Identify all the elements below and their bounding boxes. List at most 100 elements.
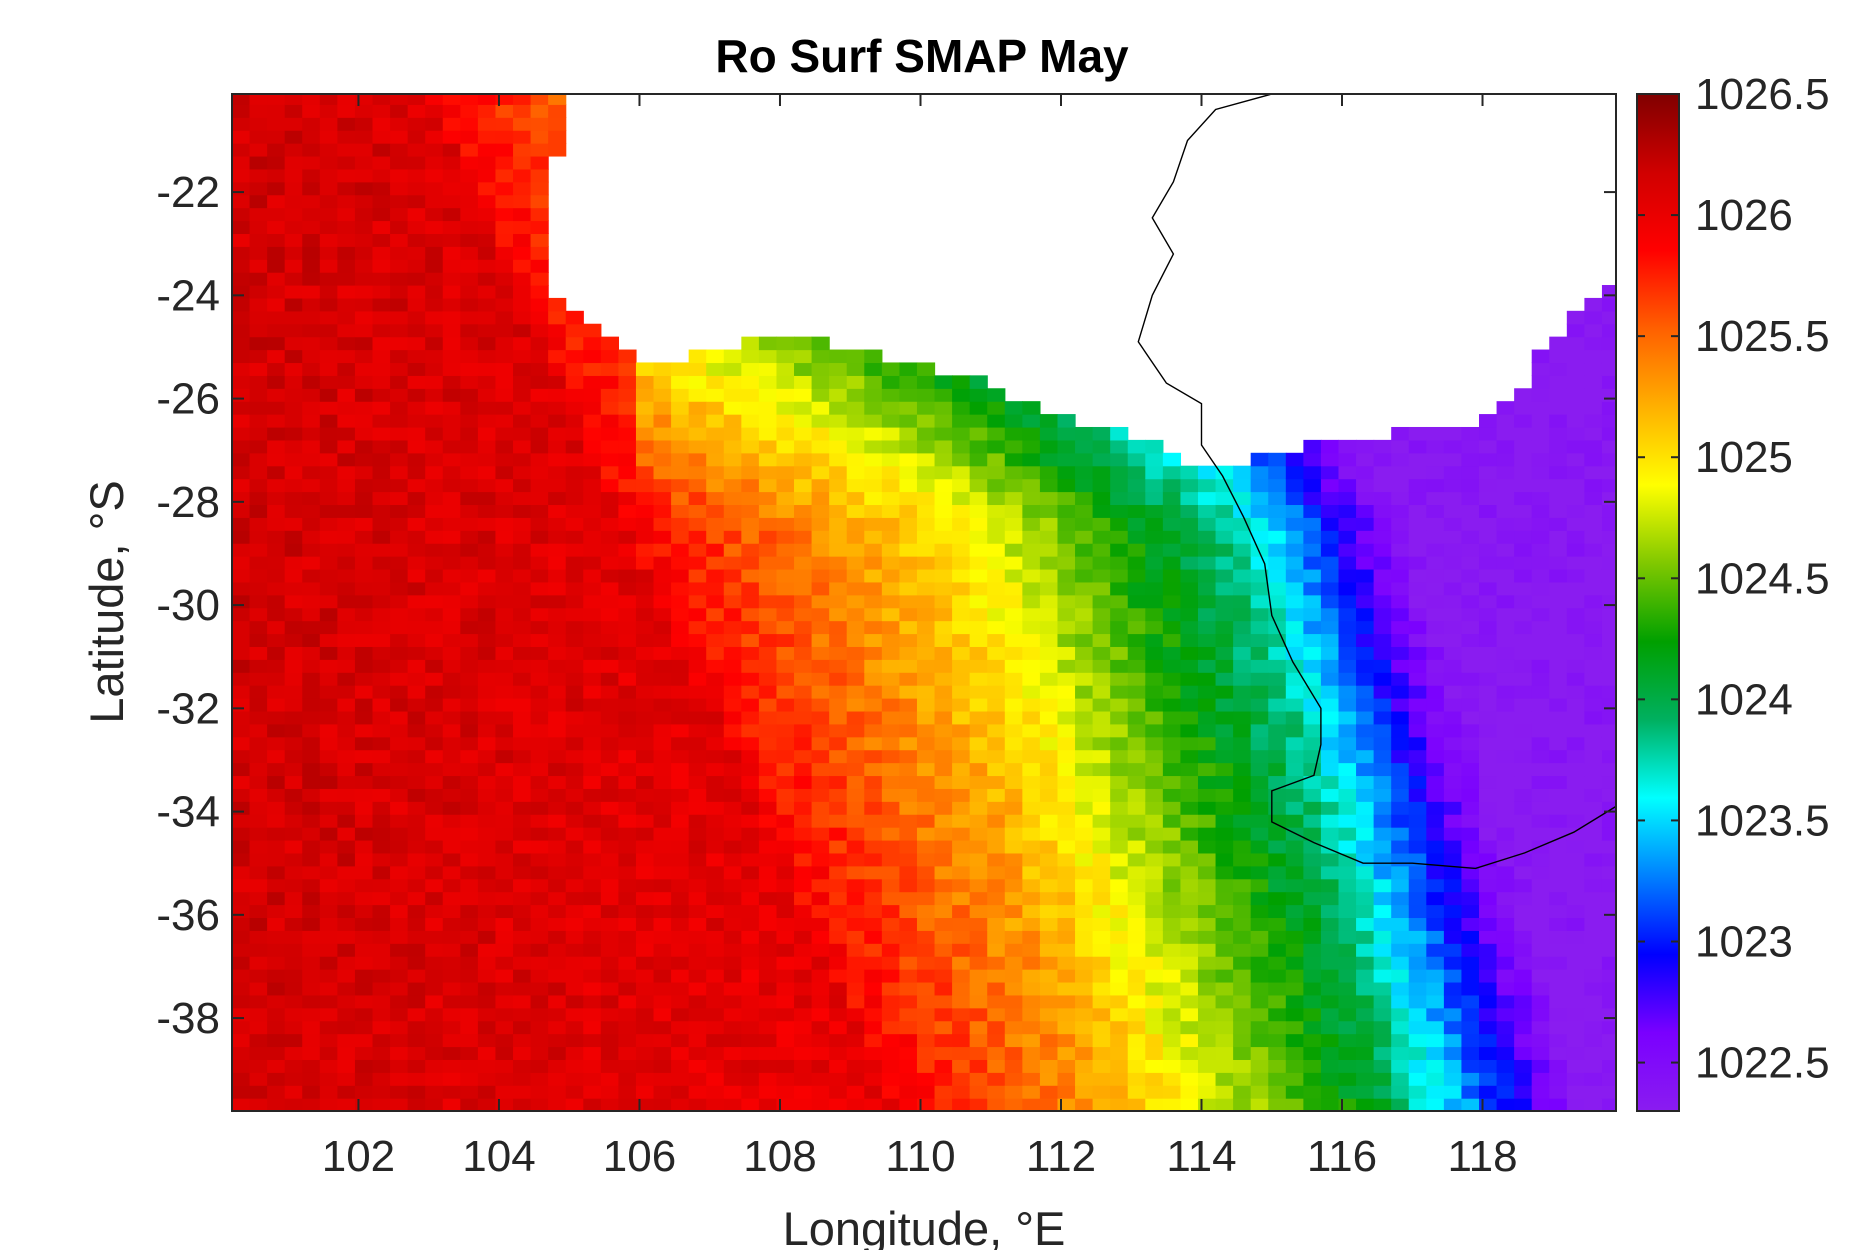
heatmap-cell [1566, 310, 1585, 325]
heatmap-cell [1057, 1046, 1076, 1060]
heatmap-cell [530, 852, 549, 867]
heatmap-cell [1004, 839, 1023, 854]
heatmap-cell [565, 943, 584, 957]
heatmap-cell [548, 878, 567, 893]
heatmap-cell [1601, 452, 1617, 467]
heatmap-cell [758, 633, 778, 647]
heatmap-cell [1566, 839, 1585, 854]
heatmap-cell [1461, 426, 1480, 441]
heatmap-cell [776, 426, 795, 441]
heatmap-cell [1075, 452, 1094, 467]
heatmap-cell [1426, 672, 1445, 686]
heatmap-cell [1162, 710, 1182, 725]
heatmap-cell [495, 685, 514, 699]
heatmap-cell [319, 1033, 338, 1048]
heatmap-cell [1022, 478, 1041, 493]
heatmap-cell [319, 323, 338, 338]
heatmap-cell [1320, 814, 1340, 828]
heatmap-cell [706, 672, 725, 686]
heatmap-cell [1075, 1085, 1094, 1099]
heatmap-cell [916, 685, 936, 699]
heatmap-cell [425, 698, 444, 712]
heatmap-cell [723, 1072, 742, 1086]
heatmap-cell [477, 1046, 497, 1060]
heatmap-cell [442, 917, 461, 931]
heatmap-cell [460, 1046, 479, 1060]
heatmap-cell [284, 956, 303, 970]
heatmap-cell [1584, 388, 1603, 402]
heatmap-cell [899, 543, 918, 557]
heatmap-cell [1233, 607, 1252, 622]
heatmap-cell [1461, 478, 1480, 493]
heatmap-cell [1549, 388, 1568, 402]
heatmap-cell [600, 556, 619, 570]
heatmap-cell [267, 401, 286, 415]
heatmap-cell [548, 439, 567, 454]
heatmap-cell [548, 620, 567, 635]
heatmap-cell [1197, 749, 1217, 764]
heatmap-cell [618, 1046, 637, 1060]
heatmap-cell [337, 723, 356, 738]
heatmap-cell [354, 594, 374, 609]
heatmap-cell [864, 646, 883, 660]
heatmap-cell [1443, 994, 1463, 1009]
heatmap-cell [618, 956, 637, 970]
heatmap-cell [425, 930, 444, 944]
heatmap-cell [1373, 930, 1392, 944]
heatmap-cell [1338, 594, 1357, 609]
heatmap-cell [1303, 1085, 1322, 1099]
heatmap-cell [1496, 1059, 1515, 1073]
heatmap-cell [899, 710, 918, 725]
heatmap-cell [407, 1020, 426, 1035]
heatmap-cell [1285, 672, 1304, 686]
heatmap-cell [881, 801, 901, 815]
heatmap-cell [706, 956, 725, 970]
heatmap-cell [284, 801, 303, 815]
heatmap-cell [530, 956, 549, 970]
heatmap-cell [319, 594, 338, 609]
heatmap-cell [1496, 723, 1515, 738]
heatmap-cell [758, 1098, 778, 1112]
heatmap-cell [1268, 478, 1287, 493]
heatmap-cell [354, 285, 374, 299]
heatmap-cell [688, 633, 707, 647]
heatmap-cell [249, 543, 268, 557]
heatmap-cell [1303, 1059, 1322, 1073]
heatmap-cell [723, 607, 742, 622]
heatmap-cell [513, 568, 532, 583]
heatmap-cell [565, 375, 584, 389]
heatmap-cell [758, 839, 778, 854]
heatmap-cell [1162, 672, 1182, 686]
heatmap-cell [1373, 465, 1392, 480]
heatmap-cell [794, 904, 813, 919]
heatmap-cell [548, 762, 567, 777]
heatmap-cell [1075, 775, 1094, 789]
heatmap-cell [390, 388, 409, 402]
heatmap-cell [530, 865, 549, 880]
heatmap-cell [741, 852, 760, 867]
heatmap-cell [829, 633, 848, 647]
heatmap-cell [442, 349, 461, 364]
heatmap-cell [390, 375, 409, 389]
heatmap-cell [495, 594, 514, 609]
heatmap-cell [1145, 865, 1164, 880]
heatmap-cell [987, 465, 1006, 480]
heatmap-cell [1426, 568, 1445, 583]
heatmap-cell [758, 736, 778, 751]
heatmap-cell [723, 827, 742, 841]
heatmap-cell [548, 310, 567, 325]
heatmap-cell [1197, 646, 1217, 660]
heatmap-cell [635, 943, 655, 957]
heatmap-cell [934, 1072, 953, 1086]
y-tick-label: -34 [156, 788, 220, 837]
heatmap-cell [1514, 1072, 1533, 1086]
heatmap-cell [881, 685, 901, 699]
heatmap-cell [1145, 930, 1164, 944]
heatmap-cell [794, 827, 813, 841]
heatmap-cell [706, 439, 725, 454]
heatmap-cell [776, 581, 795, 596]
heatmap-cell [565, 349, 584, 364]
heatmap-cell [425, 788, 444, 802]
heatmap-cell [495, 323, 514, 338]
heatmap-cell [1514, 1098, 1533, 1112]
